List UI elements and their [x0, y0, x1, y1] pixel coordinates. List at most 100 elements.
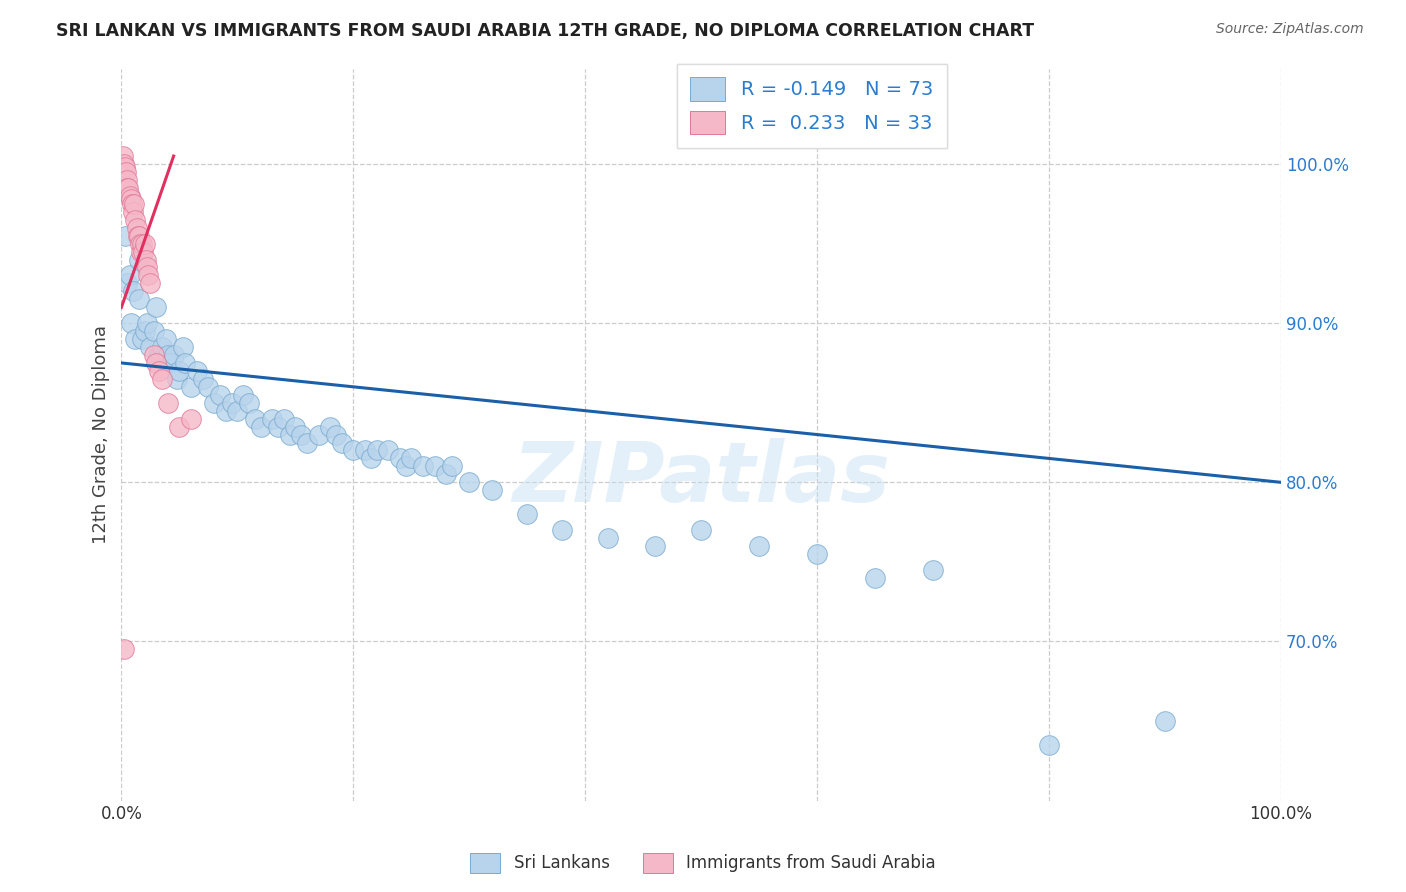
- Point: [142, 324, 165, 338]
- Text: Source: ZipAtlas.com: Source: ZipAtlas.com: [1216, 22, 1364, 37]
- Point: [366, 443, 388, 458]
- Point: [1038, 738, 1060, 752]
- Point: [112, 157, 135, 171]
- Point: [748, 539, 770, 553]
- Point: [330, 435, 353, 450]
- Point: [180, 380, 202, 394]
- Point: [806, 547, 828, 561]
- Point: [284, 419, 307, 434]
- Point: [115, 181, 138, 195]
- Point: [156, 348, 179, 362]
- Point: [118, 189, 141, 203]
- Point: [290, 427, 312, 442]
- Point: [125, 220, 148, 235]
- Point: [128, 228, 150, 243]
- Point: [208, 388, 231, 402]
- Point: [243, 411, 266, 425]
- Point: [115, 173, 138, 187]
- Y-axis label: 12th Grade, No Diploma: 12th Grade, No Diploma: [93, 325, 110, 544]
- Point: [159, 356, 181, 370]
- Point: [150, 372, 173, 386]
- Point: [354, 443, 377, 458]
- Point: [180, 411, 202, 425]
- Point: [295, 435, 318, 450]
- Point: [128, 293, 150, 307]
- Point: [129, 244, 152, 259]
- Point: [131, 332, 153, 346]
- Legend: Sri Lankans, Immigrants from Saudi Arabia: Sri Lankans, Immigrants from Saudi Arabi…: [464, 847, 942, 880]
- Point: [440, 459, 463, 474]
- Point: [273, 411, 295, 425]
- Point: [174, 356, 197, 370]
- Point: [598, 531, 620, 545]
- Point: [262, 411, 284, 425]
- Point: [191, 372, 214, 386]
- Point: [120, 192, 142, 206]
- Point: [202, 396, 225, 410]
- Point: [232, 388, 254, 402]
- Point: [136, 316, 159, 330]
- Point: [121, 196, 143, 211]
- Point: [124, 332, 146, 346]
- Point: [644, 539, 666, 553]
- Point: [319, 419, 342, 434]
- Point: [215, 403, 238, 417]
- Point: [145, 356, 167, 370]
- Point: [238, 396, 260, 410]
- Point: [308, 427, 330, 442]
- Point: [122, 204, 145, 219]
- Point: [249, 419, 271, 434]
- Point: [481, 483, 503, 498]
- Text: ZIPatlas: ZIPatlas: [512, 438, 890, 519]
- Point: [145, 300, 167, 314]
- Point: [360, 451, 382, 466]
- Point: [150, 340, 173, 354]
- Point: [120, 316, 142, 330]
- Point: [169, 419, 191, 434]
- Point: [551, 523, 574, 537]
- Point: [115, 277, 138, 291]
- Point: [197, 380, 219, 394]
- Point: [388, 451, 411, 466]
- Point: [112, 642, 135, 657]
- Point: [129, 236, 152, 251]
- Point: [516, 507, 538, 521]
- Point: [115, 165, 138, 179]
- Point: [325, 427, 347, 442]
- Point: [114, 160, 136, 174]
- Point: [377, 443, 399, 458]
- Point: [922, 563, 945, 577]
- Point: [156, 396, 179, 410]
- Point: [221, 396, 243, 410]
- Point: [172, 340, 194, 354]
- Point: [136, 268, 159, 283]
- Point: [135, 252, 157, 267]
- Point: [118, 268, 141, 283]
- Point: [690, 523, 713, 537]
- Point: [434, 467, 457, 482]
- Point: [412, 459, 434, 474]
- Point: [166, 372, 188, 386]
- Point: [863, 571, 886, 585]
- Point: [267, 419, 290, 434]
- Point: [226, 403, 249, 417]
- Point: [423, 459, 446, 474]
- Point: [394, 459, 416, 474]
- Point: [162, 348, 184, 362]
- Point: [134, 324, 156, 338]
- Text: SRI LANKAN VS IMMIGRANTS FROM SAUDI ARABIA 12TH GRADE, NO DIPLOMA CORRELATION CH: SRI LANKAN VS IMMIGRANTS FROM SAUDI ARAB…: [56, 22, 1035, 40]
- Point: [342, 443, 364, 458]
- Point: [132, 244, 155, 259]
- Point: [169, 364, 191, 378]
- Point: [127, 228, 149, 243]
- Point: [136, 260, 159, 275]
- Point: [148, 364, 170, 378]
- Point: [401, 451, 423, 466]
- Point: [131, 236, 153, 251]
- Point: [124, 212, 146, 227]
- Point: [114, 228, 136, 243]
- Point: [458, 475, 481, 490]
- Point: [134, 236, 156, 251]
- Point: [111, 149, 134, 163]
- Point: [186, 364, 208, 378]
